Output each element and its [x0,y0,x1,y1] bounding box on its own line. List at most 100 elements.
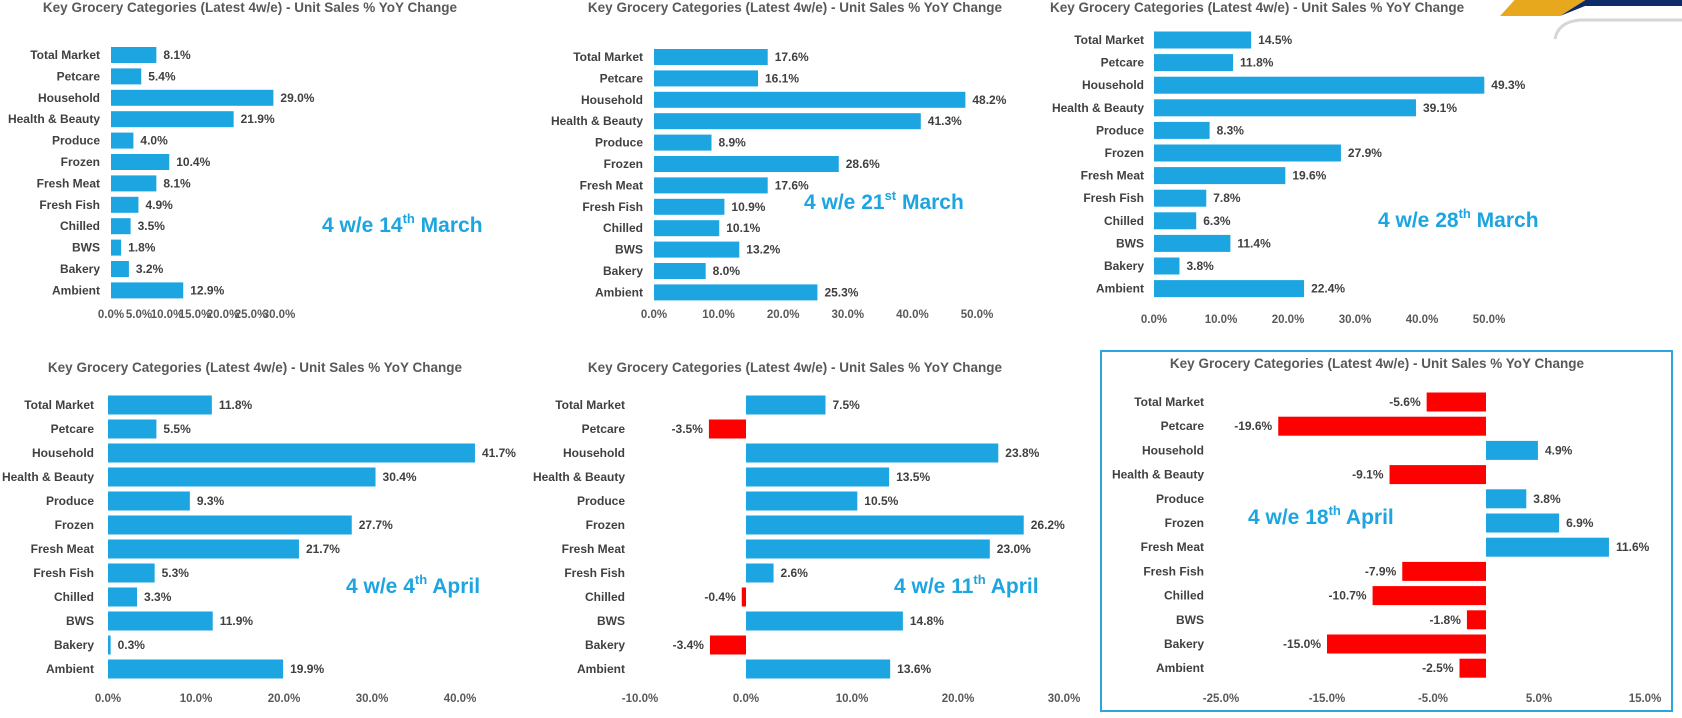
data-label: 39.1% [1423,101,1457,115]
bar [111,196,139,213]
tick-label: 10.0% [1205,314,1238,326]
bar [111,239,122,256]
data-label: -3.4% [673,638,705,652]
tick-label: -10.0% [622,693,658,705]
data-label: 4.9% [1545,443,1573,457]
bar [1486,440,1538,460]
data-label: 25.3% [824,285,858,299]
data-label: -5.6% [1389,395,1421,409]
bar [111,47,157,63]
category-label: Bakery [60,262,100,276]
bar [654,263,706,279]
data-label: 8.9% [718,136,746,150]
category-label: Frozen [586,518,625,532]
data-label: 5.5% [163,422,191,436]
tick-label: 25.0% [235,309,268,321]
data-label: 3.3% [144,590,172,604]
tick-label: 0.0% [641,309,667,321]
bar [654,70,759,87]
data-label: 41.3% [928,114,962,128]
category-label: Fresh Fish [1083,191,1144,205]
category-label: Total Market [555,398,625,412]
bar [708,419,746,439]
category-label: Fresh Fish [33,566,94,580]
bar [654,91,966,108]
category-label: Ambient [577,662,625,676]
bar [108,419,157,439]
category-label: BWS [1176,613,1204,627]
bar [654,284,818,301]
data-label: -10.7% [1329,589,1367,603]
category-label: Health & Beauty [1052,101,1144,115]
tick-label: 30.0% [831,309,864,321]
category-label: Household [32,446,94,460]
data-label: 49.3% [1491,78,1525,92]
tick-label: 30.0% [1339,314,1372,326]
data-label: -9.1% [1352,468,1384,482]
category-label: Household [1142,443,1204,457]
data-label: 3.8% [1186,259,1214,273]
bar-chart: Total Market 17.6% Petcare 16.1% Household 48… [551,49,1007,321]
data-label: 11.4% [1237,236,1271,250]
bar [654,134,712,151]
bar [654,241,740,258]
bar [746,491,858,511]
highlight-box [1100,350,1673,712]
category-label: Bakery [603,264,643,278]
category-label: Fresh Meat [580,178,643,192]
bar-chart: Total Market 14.5% Petcare 11.8% Household 49… [1052,31,1526,326]
bar [1154,212,1197,230]
data-label: 29.0% [280,91,314,105]
bar [108,563,155,583]
data-label: 41.7% [482,446,516,460]
bar [1154,144,1341,162]
category-label: Chilled [585,590,625,604]
tick-label: 20.0% [207,309,240,321]
period-label: 4 w/e 21st March [804,188,964,214]
tick-label: 10.0% [702,309,735,321]
bar-chart: Total Market 11.8% Petcare 5.5% Household 41.… [2,395,516,705]
bar [1486,513,1560,533]
bar [1154,54,1234,72]
data-label: 19.6% [1292,169,1326,183]
data-label: 8.3% [1217,123,1245,137]
brand-logo-icon [1500,0,1682,40]
chart-title: Key Grocery Categories (Latest 4w/e) - U… [42,0,458,15]
bar [654,49,768,65]
data-label: 8.1% [163,48,191,62]
data-label: 11.9% [220,614,254,628]
bar [1154,31,1252,49]
bar [1154,189,1207,207]
bar [108,395,212,415]
category-label: Bakery [1104,259,1144,273]
bar [746,395,826,415]
category-label: Fresh Fish [564,566,625,580]
data-label: 48.2% [972,93,1006,107]
category-label: Health & Beauty [8,112,100,126]
data-label: 17.6% [775,50,809,64]
bar [111,132,134,149]
category-label: Fresh Meat [31,542,94,556]
bar [1154,76,1485,94]
data-label: 26.2% [1031,518,1065,532]
data-label: 9.3% [197,494,225,508]
data-label: 21.7% [306,542,340,556]
category-label: Household [38,91,100,105]
bar [1154,167,1286,185]
bar [111,154,170,170]
bar-chart: Total Market -5.6% Petcare -19.6% Household 4… [1112,392,1662,705]
category-label: Health & Beauty [551,114,643,128]
tick-label: 20.0% [1272,314,1305,326]
data-label: -15.0% [1283,637,1321,651]
data-label: -1.8% [1430,613,1462,627]
tick-label: 15.0% [1629,693,1662,705]
bar [111,111,234,128]
category-label: Produce [595,136,643,150]
tick-label: 10.0% [151,309,184,321]
category-label: Ambient [52,283,100,297]
bar [111,218,131,235]
data-label: 7.5% [833,398,861,412]
period-label: 4 w/e 28th March [1378,206,1539,232]
bar [741,587,746,607]
data-label: 3.2% [136,262,164,276]
